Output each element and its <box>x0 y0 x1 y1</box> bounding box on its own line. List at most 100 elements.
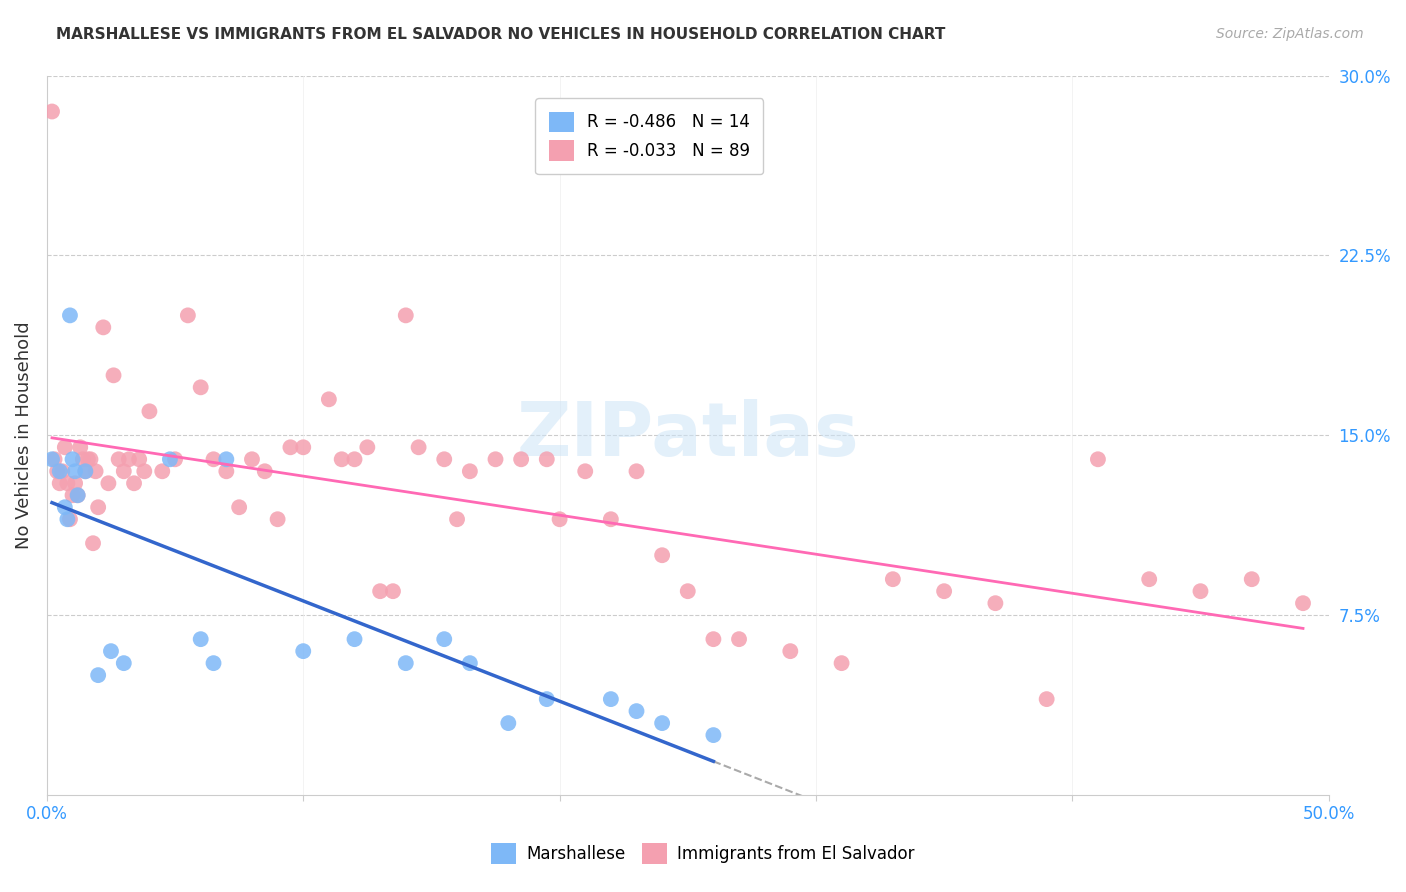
Point <box>1189 584 1212 599</box>
Point <box>984 596 1007 610</box>
Point <box>343 632 366 647</box>
Point <box>548 512 571 526</box>
Point <box>63 464 86 478</box>
Point <box>651 548 673 562</box>
Point <box>107 452 129 467</box>
Point <box>626 464 648 478</box>
Point <box>779 644 801 658</box>
Point <box>56 476 79 491</box>
Point <box>433 632 456 647</box>
Point <box>536 452 558 467</box>
Point <box>87 500 110 515</box>
Point <box>41 104 63 119</box>
Point <box>882 572 904 586</box>
Point <box>728 632 751 647</box>
Point <box>510 452 533 467</box>
Point <box>215 464 238 478</box>
Point <box>676 584 699 599</box>
Point <box>72 452 94 467</box>
Point <box>128 452 150 467</box>
Point <box>84 464 107 478</box>
Point <box>53 500 76 515</box>
Point <box>458 464 481 478</box>
Point <box>48 476 70 491</box>
Point <box>53 440 76 454</box>
Point <box>75 464 97 478</box>
Point <box>87 668 110 682</box>
Point <box>651 716 673 731</box>
Point <box>69 440 91 454</box>
Text: Source: ZipAtlas.com: Source: ZipAtlas.com <box>1216 27 1364 41</box>
Point <box>292 644 315 658</box>
Point <box>368 584 391 599</box>
Legend: R = -0.486   N = 14, R = -0.033   N = 89: R = -0.486 N = 14, R = -0.033 N = 89 <box>536 98 763 174</box>
Point <box>48 464 70 478</box>
Point <box>75 464 97 478</box>
Point <box>458 656 481 670</box>
Point <box>112 656 135 670</box>
Text: MARSHALLESE VS IMMIGRANTS FROM EL SALVADOR NO VEHICLES IN HOUSEHOLD CORRELATION : MARSHALLESE VS IMMIGRANTS FROM EL SALVAD… <box>56 27 946 42</box>
Point <box>266 512 288 526</box>
Point <box>446 512 468 526</box>
Point <box>1087 452 1109 467</box>
Point <box>395 309 418 323</box>
Point <box>118 452 141 467</box>
Legend: Marshallese, Immigrants from El Salvador: Marshallese, Immigrants from El Salvador <box>485 837 921 871</box>
Point <box>1137 572 1160 586</box>
Point <box>44 452 66 467</box>
Point <box>215 452 238 467</box>
Point <box>280 440 302 454</box>
Point <box>46 464 69 478</box>
Point <box>59 309 82 323</box>
Point <box>79 452 101 467</box>
Point <box>41 452 63 467</box>
Point <box>932 584 955 599</box>
Point <box>100 644 122 658</box>
Point <box>56 512 79 526</box>
Point <box>228 500 250 515</box>
Point <box>190 380 212 394</box>
Point <box>831 656 853 670</box>
Point <box>356 440 378 454</box>
Point <box>240 452 263 467</box>
Point <box>330 452 353 467</box>
Point <box>253 464 276 478</box>
Point <box>112 464 135 478</box>
Point <box>318 392 340 407</box>
Point <box>1240 572 1263 586</box>
Point <box>177 309 200 323</box>
Text: ZIPatlas: ZIPatlas <box>516 399 859 472</box>
Point <box>91 320 114 334</box>
Point <box>574 464 596 478</box>
Point <box>484 452 506 467</box>
Point <box>536 692 558 706</box>
Point <box>599 512 621 526</box>
Point <box>1292 596 1315 610</box>
Point <box>97 476 120 491</box>
Point <box>150 464 173 478</box>
Point <box>190 632 212 647</box>
Point <box>62 488 84 502</box>
Point <box>59 512 82 526</box>
Point <box>202 656 225 670</box>
Point <box>626 704 648 718</box>
Point <box>343 452 366 467</box>
Point <box>66 488 89 502</box>
Point <box>433 452 456 467</box>
Point <box>51 464 73 478</box>
Point <box>134 464 156 478</box>
Point <box>63 476 86 491</box>
Point <box>138 404 160 418</box>
Point <box>498 716 520 731</box>
Point <box>702 728 724 742</box>
Point <box>159 452 181 467</box>
Point <box>103 368 125 383</box>
Point <box>599 692 621 706</box>
Point <box>292 440 315 454</box>
Point <box>77 452 100 467</box>
Point <box>202 452 225 467</box>
Point <box>62 452 84 467</box>
Point <box>165 452 187 467</box>
Point <box>82 536 104 550</box>
Point <box>408 440 430 454</box>
